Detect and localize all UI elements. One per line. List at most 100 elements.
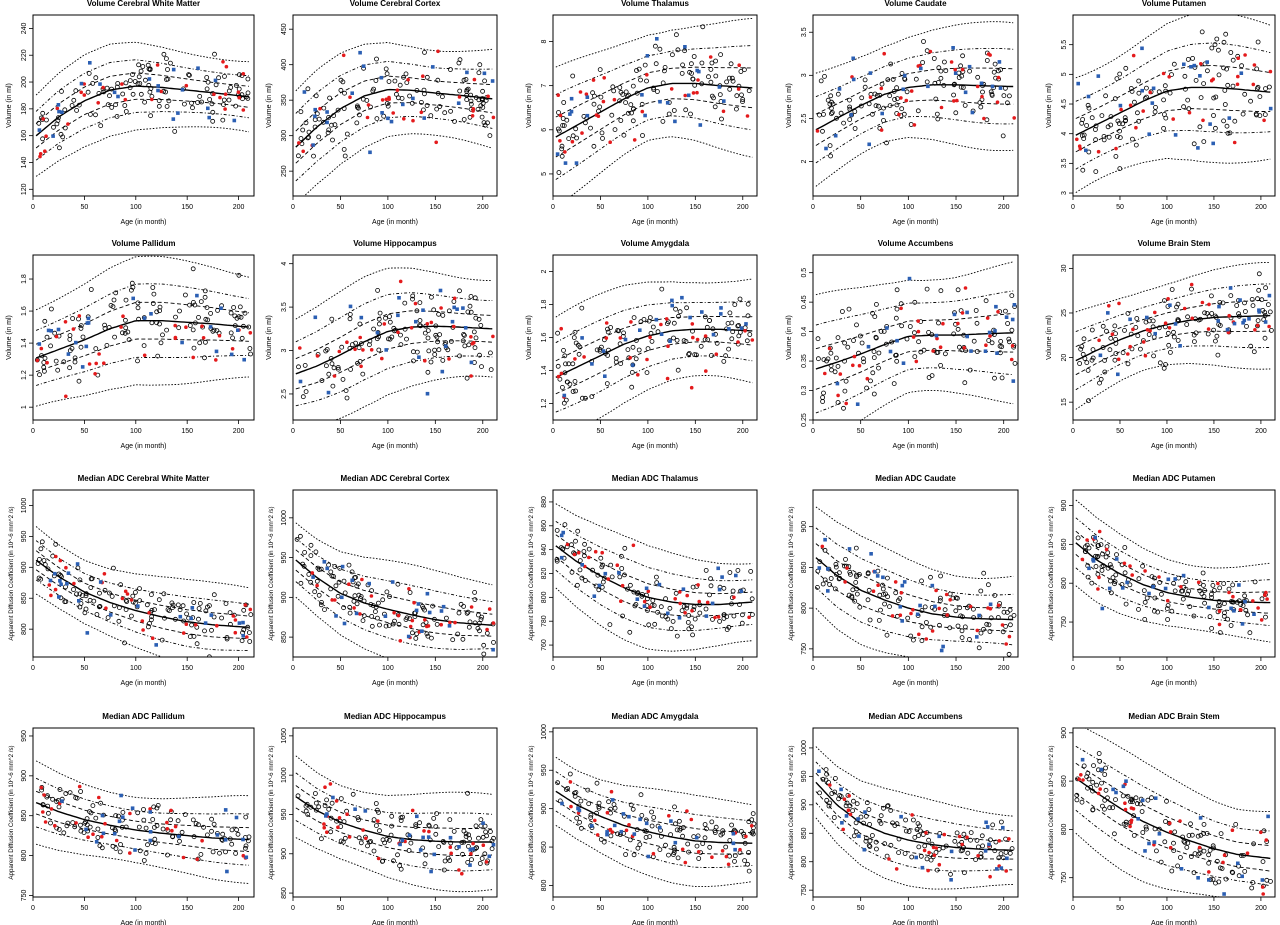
data-point (433, 824, 439, 829)
y-tick-label: 5 (1061, 72, 1068, 76)
data-point-red (230, 347, 235, 351)
data-point (571, 335, 577, 341)
data-point (1152, 595, 1158, 601)
data-point (445, 855, 451, 861)
data-point-red (576, 550, 581, 555)
data-point (98, 123, 104, 129)
data-point-red (481, 843, 486, 847)
data-point (482, 851, 488, 857)
data-point-blue (1232, 609, 1236, 613)
data-point-red (1262, 118, 1266, 123)
data-point (353, 340, 359, 346)
data-point-red (150, 636, 155, 640)
data-point (883, 341, 889, 347)
data-point (1175, 301, 1181, 307)
y-tick-label: 1050 (281, 728, 288, 744)
x-axis-label: Age (in month) (372, 680, 418, 687)
data-point-blue (952, 312, 957, 317)
data-point (53, 358, 59, 364)
data-point (876, 350, 882, 356)
data-point-red (184, 83, 189, 88)
data-point-red (899, 306, 903, 311)
data-point (734, 106, 739, 112)
data-point (156, 597, 162, 603)
data-point (373, 604, 379, 610)
data-point (608, 325, 613, 330)
data-point (1189, 832, 1195, 838)
data-point (846, 306, 852, 312)
data-point (959, 635, 965, 640)
data-point (887, 604, 892, 609)
data-point (1162, 298, 1167, 304)
data-point (1201, 81, 1206, 86)
data-point-red (606, 577, 611, 581)
data-point (193, 821, 199, 826)
data-point (924, 286, 930, 292)
data-point-blue (208, 325, 213, 329)
data-point (732, 853, 738, 859)
data-point (1003, 836, 1008, 842)
x-tick-label: 150 (950, 204, 962, 211)
data-point (818, 78, 824, 84)
data-point (89, 576, 95, 582)
data-point (824, 771, 829, 777)
data-point-red (333, 598, 337, 602)
data-point (186, 72, 192, 78)
fitted-curve (1075, 86, 1271, 136)
x-tick-label: 50 (80, 428, 88, 435)
data-point (462, 343, 468, 349)
data-point (559, 146, 565, 152)
data-point-blue (642, 604, 647, 608)
data-point (1161, 97, 1166, 103)
data-point (331, 113, 337, 118)
data-point (567, 771, 573, 777)
data-point (718, 52, 723, 57)
data-point (922, 843, 928, 849)
data-point (1229, 869, 1235, 875)
data-point-red (359, 364, 363, 369)
data-point (342, 835, 348, 841)
data-point-blue (74, 340, 78, 345)
data-point (72, 359, 78, 365)
percentile-curve (35, 813, 249, 852)
data-point (988, 615, 994, 621)
data-point (978, 588, 984, 594)
data-point (1198, 95, 1204, 100)
panel-title: Median ADC Putamen (1133, 474, 1216, 483)
data-point-blue (1120, 586, 1125, 590)
data-point-red (315, 583, 319, 588)
data-point-red (1167, 326, 1172, 330)
data-point (686, 849, 691, 855)
data-point (245, 96, 251, 101)
data-point (916, 833, 921, 838)
data-point (863, 813, 869, 819)
data-point-red (325, 830, 329, 834)
data-point (430, 603, 436, 609)
data-point-blue (630, 363, 635, 367)
data-point-blue (407, 833, 412, 838)
data-point (1267, 309, 1273, 315)
data-point (827, 800, 833, 806)
data-point-red (868, 95, 873, 99)
data-point (57, 787, 63, 792)
data-point-red (737, 63, 741, 67)
data-point-red (997, 839, 1002, 843)
data-point (105, 615, 111, 620)
data-point (751, 821, 757, 827)
data-point-red (996, 75, 1001, 80)
data-point (187, 323, 193, 328)
data-point-blue (469, 360, 474, 365)
data-point-blue (414, 319, 418, 324)
data-point-red (297, 141, 301, 145)
data-point (210, 109, 216, 115)
data-point (739, 92, 744, 98)
data-point (570, 389, 576, 394)
data-point-blue (993, 329, 997, 333)
data-point-red (559, 371, 564, 376)
y-tick-label: 3 (801, 73, 808, 77)
data-point (582, 541, 587, 547)
data-point (209, 828, 214, 834)
data-point (417, 300, 423, 306)
